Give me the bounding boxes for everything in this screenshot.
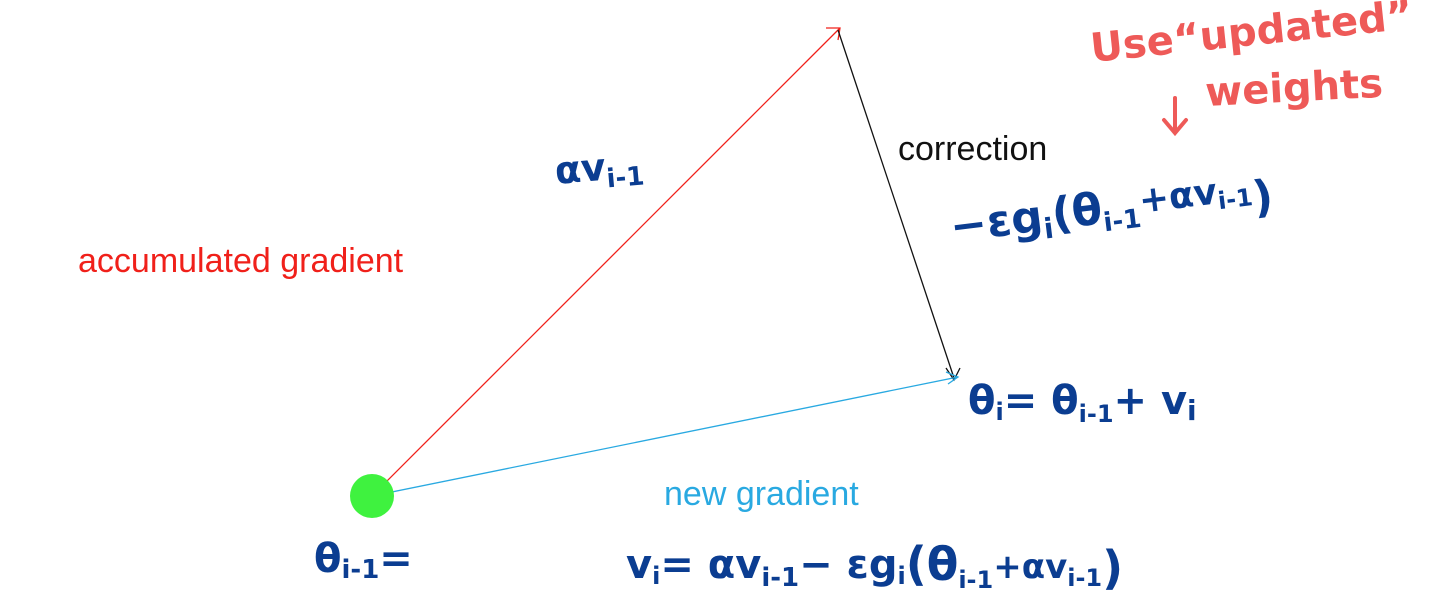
start-point-dot (350, 474, 394, 518)
note-down-arrow (1162, 96, 1188, 137)
correction-arrow (837, 29, 955, 379)
theta-i-equation: θi= θi-1+ vi (968, 378, 1197, 428)
new-gradient-arrow (371, 376, 959, 497)
v-update-equation: vi= αvi-1− εgi(θi-1+αvi-1) (626, 537, 1123, 595)
updated-weights-note-line2: weights (1204, 61, 1384, 116)
accumulated-gradient-arrowhead (826, 27, 841, 41)
correction-label: correction (898, 130, 1047, 168)
accumulated-gradient-label: accumulated gradient (78, 242, 404, 280)
theta-prev-label: θi-1= (314, 536, 413, 585)
accumulated-gradient-arrow (371, 27, 841, 497)
alpha-v-prev-label: αvi-1 (553, 141, 646, 199)
new-gradient-label: new gradient (664, 475, 859, 513)
correction-formula: −εgi(θi-1+αvi-1) (947, 163, 1276, 261)
new-gradient-arrowhead (945, 371, 960, 385)
